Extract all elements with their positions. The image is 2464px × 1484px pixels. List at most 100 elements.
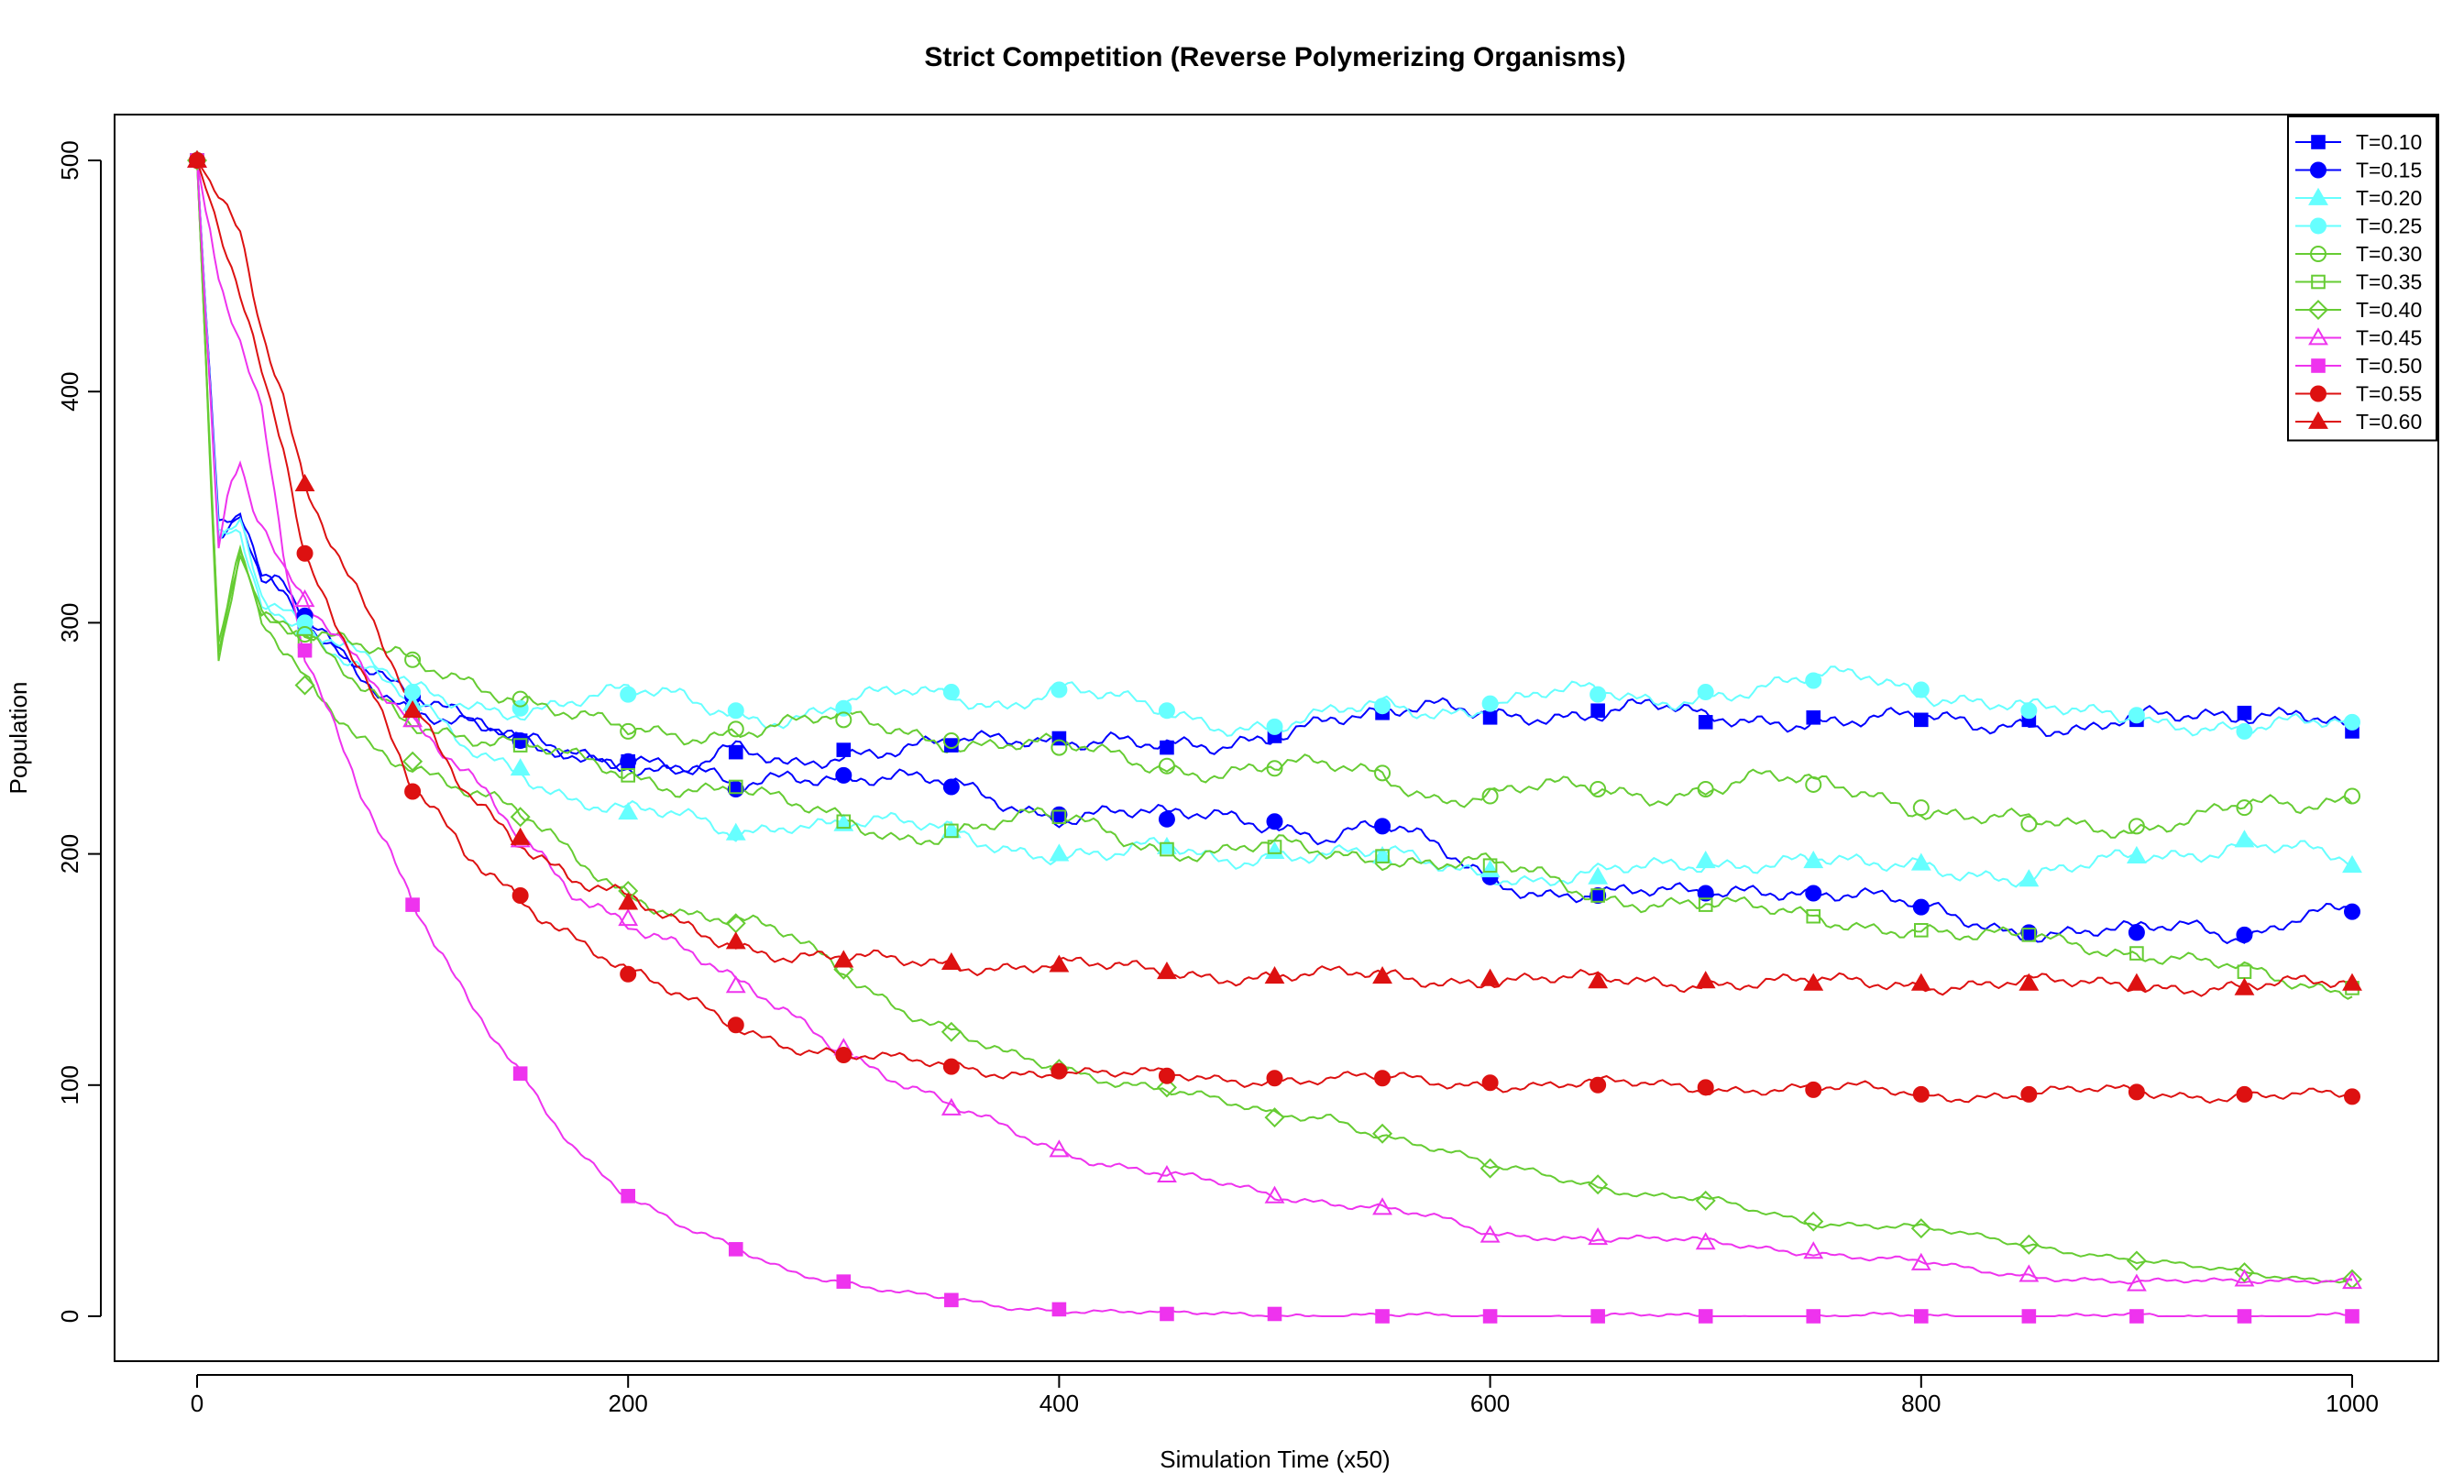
data-point-t045	[1157, 1164, 1177, 1183]
legend-item: T=0.40	[2295, 298, 2422, 322]
data-point-t015	[2128, 924, 2145, 941]
data-point-t035	[621, 768, 636, 783]
data-point-t050	[2021, 1309, 2037, 1324]
data-point-t055	[1158, 1067, 1175, 1084]
y-tick-label: 300	[56, 603, 83, 643]
legend-marker	[2310, 161, 2326, 179]
data-point-t035	[944, 823, 959, 839]
series-line-t025	[196, 159, 2353, 737]
legend-marker	[2310, 246, 2326, 262]
legend-item: T=0.20	[2295, 186, 2422, 210]
data-point-t055	[1697, 1079, 1714, 1096]
data-point-t050	[1482, 1309, 1498, 1324]
data-point-t045	[2342, 1270, 2362, 1290]
legend-item: T=0.60	[2295, 410, 2422, 434]
data-point-t025	[2344, 713, 2360, 731]
data-point-t040	[2234, 1262, 2255, 1283]
data-point-t020	[1803, 850, 1824, 869]
data-point-t040	[2018, 1234, 2040, 1255]
data-point-t015	[1912, 898, 1930, 916]
data-point-t030	[727, 720, 744, 738]
legend-marker	[2311, 135, 2326, 149]
data-point-t050	[2129, 1309, 2144, 1324]
y-axis: 0 100 200 300 400 500	[56, 140, 102, 1323]
data-point-t045	[1588, 1227, 1609, 1246]
data-point-t020	[2126, 845, 2147, 864]
data-point-t060	[294, 473, 315, 491]
legend-marker	[2310, 217, 2326, 235]
data-point-t045	[2234, 1269, 2255, 1287]
legend-item: T=0.15	[2295, 159, 2422, 182]
data-point-t020	[1695, 850, 1716, 869]
data-point-t030	[2236, 799, 2253, 817]
data-point-t015	[727, 780, 744, 797]
data-point-t060	[2234, 977, 2255, 995]
data-point-t025	[1590, 686, 1607, 703]
data-point-t050	[1914, 1309, 1929, 1324]
data-point-t040	[1264, 1107, 1285, 1128]
data-point-t050	[728, 1242, 743, 1257]
data-point-t025	[296, 614, 314, 632]
data-point-t020	[1588, 866, 1609, 885]
data-point-t010	[1590, 703, 1605, 719]
data-point-t025	[2236, 722, 2253, 740]
data-point-t015	[2344, 903, 2360, 920]
data-point-t050	[621, 1189, 636, 1204]
data-point-t015	[1697, 885, 1714, 902]
chart-title: Strict Competition (Reverse Polymerizing…	[924, 42, 1625, 72]
data-point-t035	[1914, 923, 1929, 938]
data-point-t040	[1910, 1218, 1931, 1239]
data-point-t035	[2237, 964, 2252, 980]
data-point-t035	[1590, 888, 1605, 903]
data-point-t035	[836, 814, 852, 830]
data-point-t045	[618, 908, 639, 927]
data-point-t040	[510, 807, 531, 828]
data-point-t055	[512, 886, 529, 904]
x-tick-label: 200	[609, 1390, 648, 1417]
data-point-t055	[1266, 1070, 1283, 1087]
data-point-t030	[1481, 787, 1499, 805]
data-point-t030	[1266, 760, 1283, 777]
y-tick-label: 100	[56, 1065, 83, 1105]
legend-item: T=0.50	[2295, 354, 2422, 378]
data-point-t030	[620, 722, 637, 740]
legend-label: T=0.60	[2356, 410, 2422, 434]
data-point-t030	[1158, 757, 1175, 775]
data-point-t050	[1590, 1309, 1605, 1324]
data-point-t050	[297, 643, 313, 658]
data-point-t040	[294, 675, 315, 696]
data-point-t035	[2129, 946, 2144, 961]
data-point-t030	[1374, 764, 1392, 782]
legend-marker	[2308, 411, 2328, 429]
legend-marker	[2307, 299, 2329, 321]
data-point-t050	[405, 897, 420, 912]
data-point-t040	[1372, 1123, 1393, 1144]
data-point-t055	[1374, 1070, 1392, 1087]
data-point-t010	[1482, 710, 1498, 725]
data-point-t015	[835, 766, 852, 784]
data-point-t045	[2126, 1273, 2147, 1292]
data-point-t050	[2237, 1309, 2252, 1324]
x-axis-label: Simulation Time (x50)	[1160, 1446, 1390, 1473]
data-point-t060	[402, 700, 424, 719]
data-point-t045	[1480, 1225, 1501, 1243]
data-point-t060	[1157, 962, 1177, 980]
data-point-t035	[1806, 908, 1821, 924]
data-point-t040	[1480, 1158, 1501, 1179]
legend-marker	[2308, 327, 2328, 346]
data-point-t060	[510, 827, 531, 845]
data-point-t040	[402, 751, 424, 772]
data-point-t025	[727, 702, 744, 720]
data-point-t010	[1914, 712, 1929, 728]
y-tick-label: 500	[56, 140, 83, 180]
data-point-t030	[2020, 815, 2038, 832]
data-point-t015	[1590, 886, 1607, 904]
x-axis: 0 200 400 600 800 1000	[191, 1374, 2379, 1417]
data-point-t045	[1049, 1139, 1070, 1158]
data-point-t055	[2128, 1083, 2145, 1101]
data-point-t055	[296, 544, 314, 562]
data-point-t045	[294, 588, 315, 608]
data-point-t025	[1912, 681, 1930, 698]
data-point-t045	[1695, 1232, 1716, 1250]
